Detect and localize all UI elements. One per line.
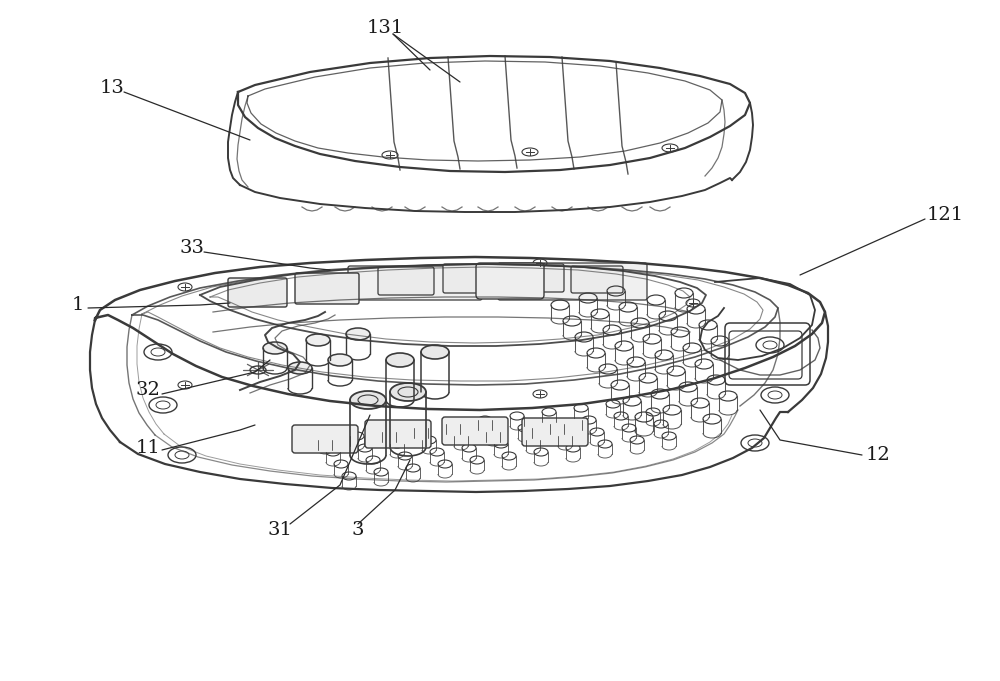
Ellipse shape xyxy=(350,391,386,409)
Ellipse shape xyxy=(263,342,287,354)
FancyBboxPatch shape xyxy=(443,264,502,293)
Text: 11: 11 xyxy=(136,439,160,457)
Ellipse shape xyxy=(288,362,312,374)
Ellipse shape xyxy=(306,334,330,346)
Text: 32: 32 xyxy=(136,381,160,399)
FancyBboxPatch shape xyxy=(228,278,287,307)
Text: 31: 31 xyxy=(268,521,292,539)
FancyBboxPatch shape xyxy=(292,425,358,453)
Ellipse shape xyxy=(390,383,426,401)
Text: 121: 121 xyxy=(926,206,964,224)
FancyBboxPatch shape xyxy=(348,266,482,300)
FancyBboxPatch shape xyxy=(365,420,431,448)
FancyBboxPatch shape xyxy=(442,417,508,445)
Text: 3: 3 xyxy=(352,521,364,539)
FancyBboxPatch shape xyxy=(295,273,359,304)
Text: 13: 13 xyxy=(100,79,124,97)
FancyBboxPatch shape xyxy=(378,267,434,295)
FancyBboxPatch shape xyxy=(510,264,564,292)
FancyBboxPatch shape xyxy=(498,263,647,300)
Text: 33: 33 xyxy=(180,239,205,257)
Ellipse shape xyxy=(328,354,352,366)
FancyBboxPatch shape xyxy=(571,266,623,293)
Ellipse shape xyxy=(346,328,370,340)
FancyBboxPatch shape xyxy=(522,418,588,446)
Ellipse shape xyxy=(421,345,449,359)
Text: 131: 131 xyxy=(366,19,404,37)
Text: 12: 12 xyxy=(866,446,890,464)
Text: 1: 1 xyxy=(72,296,84,314)
Ellipse shape xyxy=(386,353,414,367)
FancyBboxPatch shape xyxy=(476,263,544,299)
